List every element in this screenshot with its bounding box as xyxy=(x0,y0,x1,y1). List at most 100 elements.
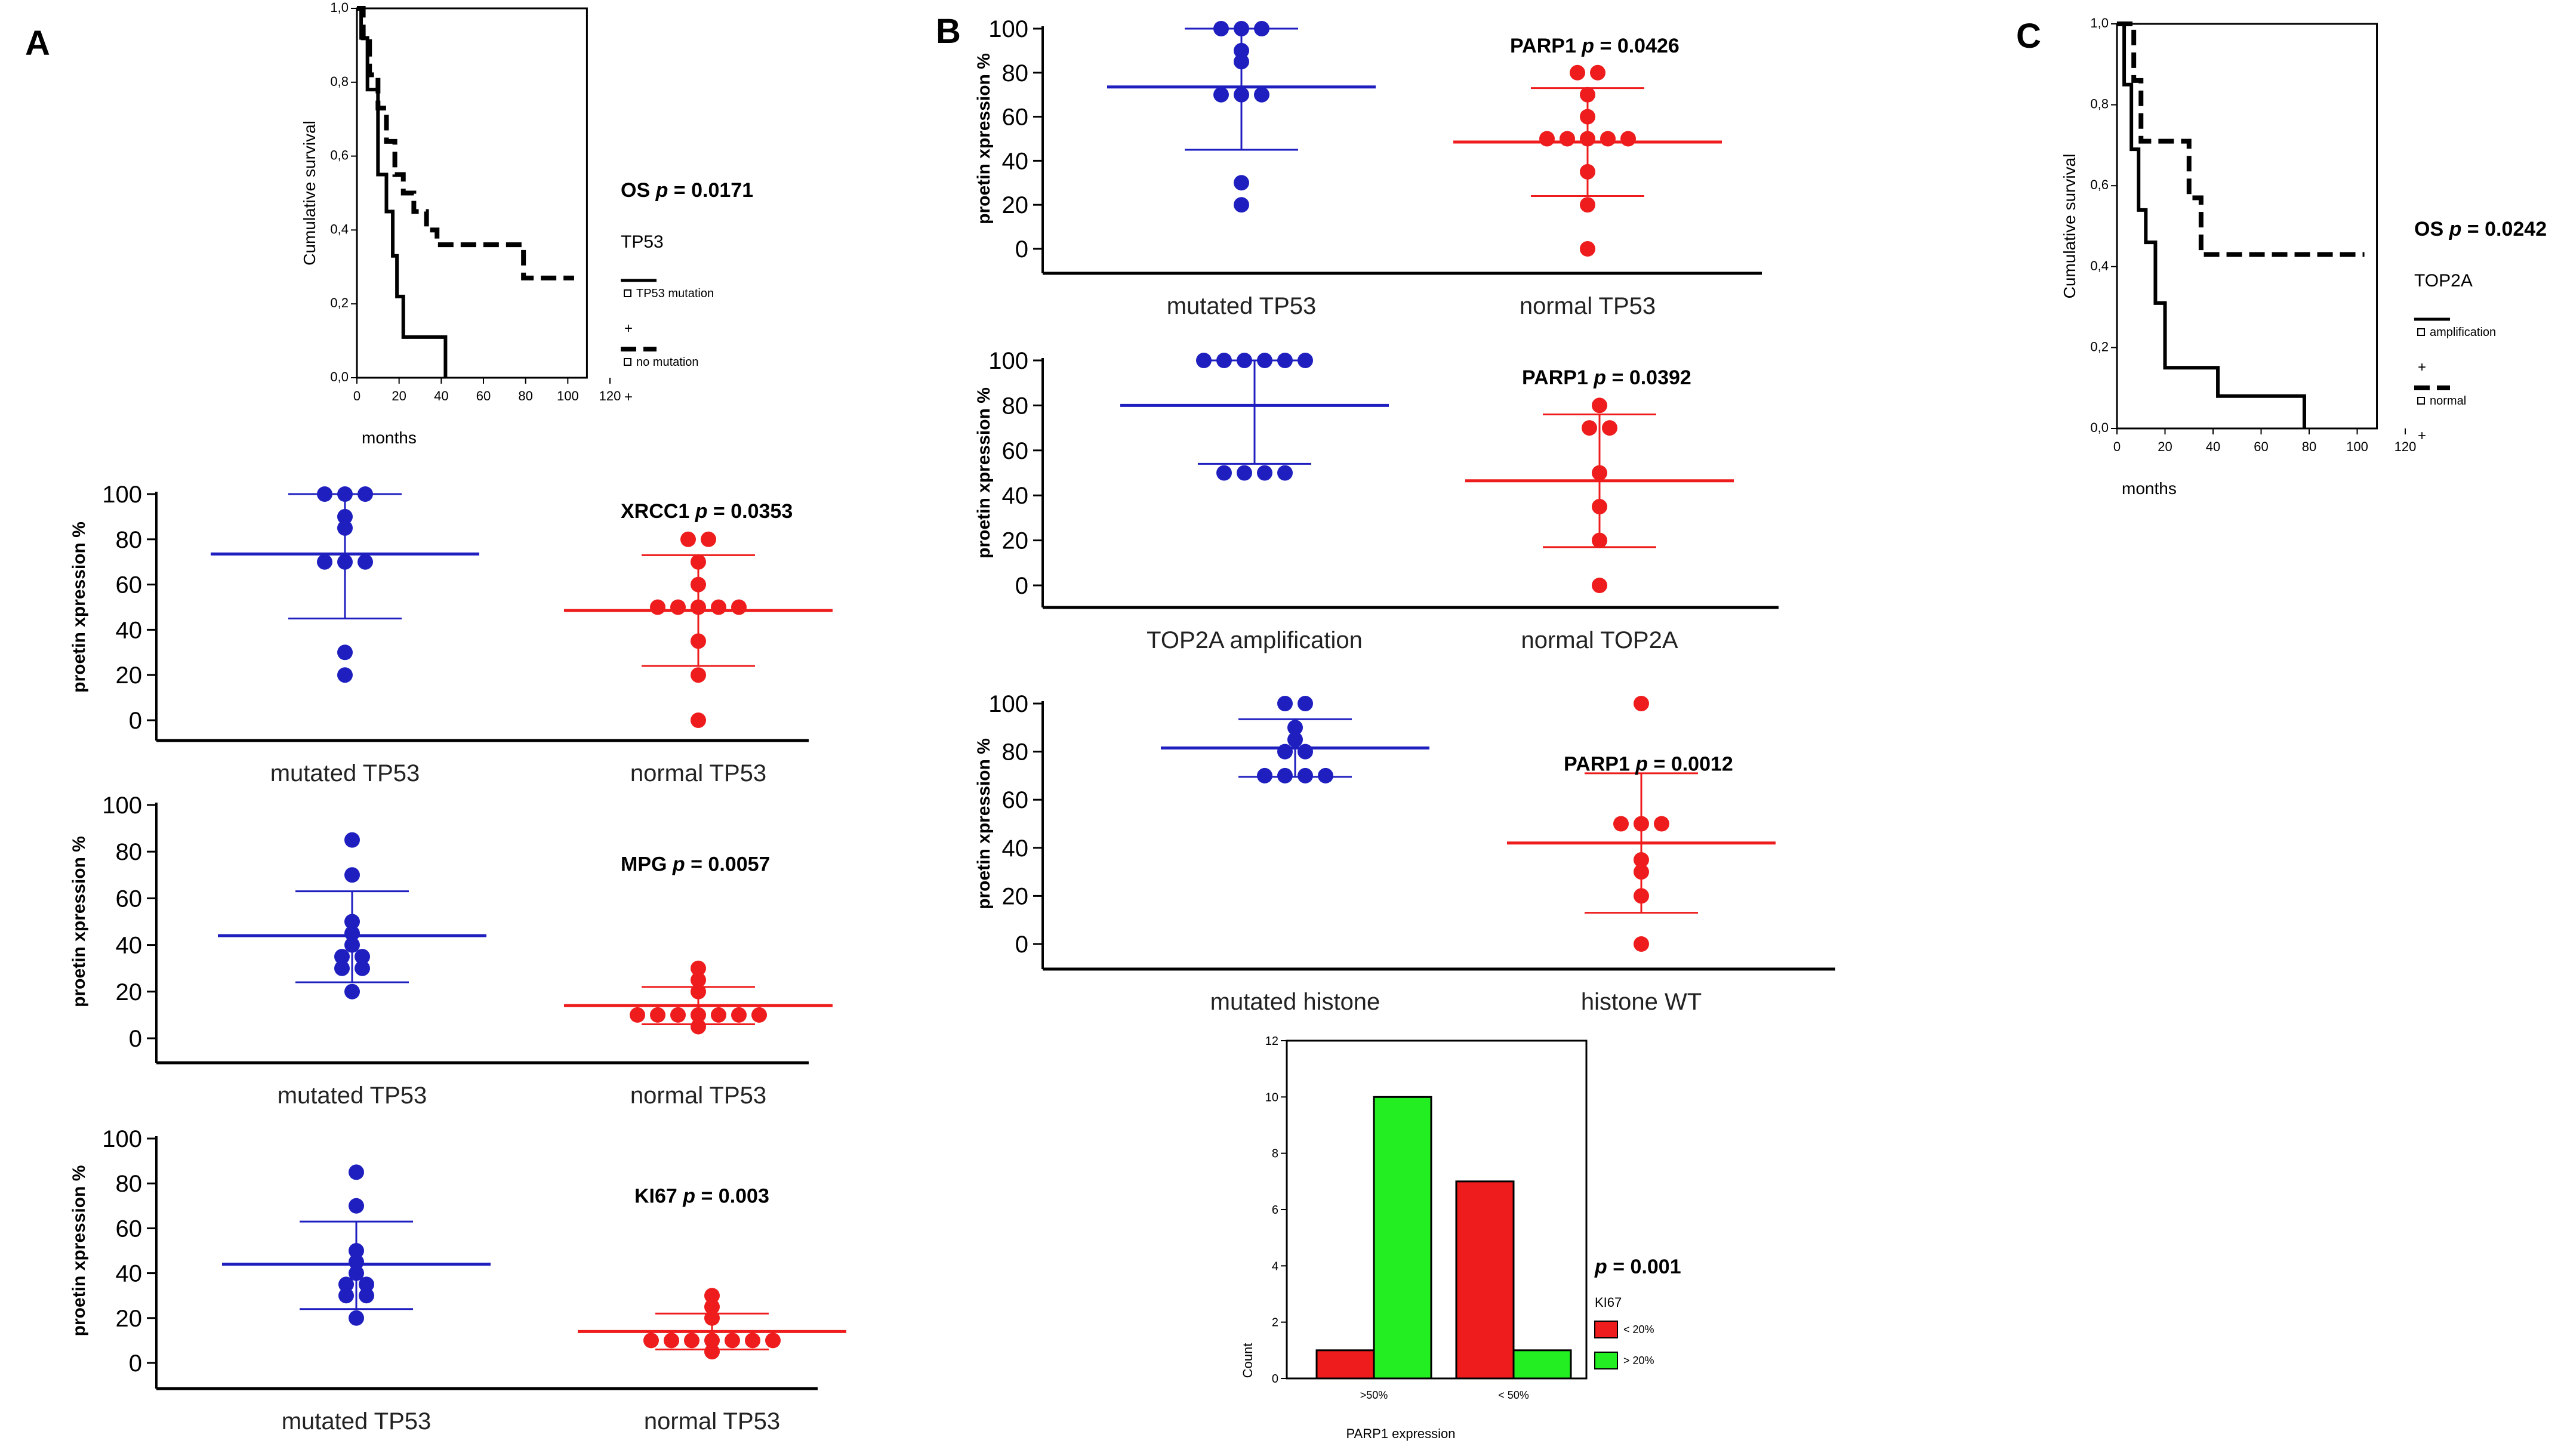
y-tick-label: 40 xyxy=(116,617,143,643)
y-tick-label: 40 xyxy=(1002,148,1029,174)
data-point xyxy=(1277,744,1293,760)
data-point xyxy=(691,983,706,1000)
data-point xyxy=(349,1265,364,1281)
legend-censor-mark: + xyxy=(624,320,633,337)
panel-c-label: C xyxy=(2016,17,2041,55)
data-point xyxy=(1620,131,1636,147)
x-category-label: mutated TP53 xyxy=(270,760,420,786)
survival-curve-1 xyxy=(2117,21,2365,257)
data-point xyxy=(765,1332,781,1349)
os-p-value: OS p = 0.0171 xyxy=(621,179,753,202)
data-point xyxy=(349,1164,364,1180)
data-point xyxy=(358,554,373,570)
y-axis-title: proetin xpression % xyxy=(69,1165,89,1337)
data-point xyxy=(691,972,706,988)
y-axis-title: proetin xpression % xyxy=(69,522,89,693)
x-category-label: mutated TP53 xyxy=(282,1408,432,1435)
os-p-value: OS p = 0.0242 xyxy=(2414,218,2547,240)
chart-xrcc1: 0 20 40 60 80 100 proetin xpression % mutated T… xyxy=(69,482,833,786)
marker-name: PARP1 xyxy=(1522,366,1594,389)
legend-label: TP53 mutation xyxy=(636,287,714,300)
y-tick-label: 0,8 xyxy=(2090,97,2109,112)
data-point xyxy=(349,1310,364,1326)
data-point xyxy=(1254,21,1269,36)
data-point xyxy=(1277,353,1293,368)
marker-name: KI67 xyxy=(634,1185,683,1208)
data-point xyxy=(1592,397,1607,414)
data-point xyxy=(338,1276,354,1292)
p-value-annotation: XRCC1 p = 0.0353 xyxy=(621,500,793,523)
legend-swatch xyxy=(1594,1352,1618,1369)
group-0: mutated TP53 xyxy=(211,486,479,786)
data-point xyxy=(1257,353,1272,368)
y-tick-label: 80 xyxy=(1002,739,1029,766)
x-axis-title: months xyxy=(2122,479,2177,498)
data-point xyxy=(1580,109,1595,125)
chart-ki67: 0 20 40 60 80 100 proetin xpression % mutated T… xyxy=(69,1126,846,1435)
data-point xyxy=(1602,420,1617,436)
data-point xyxy=(630,1007,645,1023)
charts-layer: 0 20 40 60 80 100 1200,00,20,40,60,81,0Cumulat… xyxy=(69,0,2547,1441)
data-point xyxy=(670,1007,686,1023)
data-point xyxy=(1234,54,1249,70)
chart-km_top2a: 0 20 40 60 80 100 120 0,0 0,2 0,4 0,6 0,8 1,0 Cumulat… xyxy=(2060,16,2547,498)
data-point xyxy=(1580,241,1595,257)
legend-censor-box xyxy=(624,358,631,366)
group-1: normal TOP2A xyxy=(1465,397,1734,653)
p-value: = 0.0392 xyxy=(1606,366,1691,389)
data-point xyxy=(725,1332,740,1349)
legend-label: < 20% xyxy=(1623,1324,1654,1335)
chart-parp1_top2a: 0 20 40 60 80 100 proetin xpression % TOP2A amp… xyxy=(974,348,1779,653)
data-point xyxy=(684,1332,699,1349)
y-tick-label: 20 xyxy=(116,662,143,689)
data-point xyxy=(704,1310,720,1326)
data-point xyxy=(349,1243,364,1258)
y-tick-label: 80 xyxy=(116,1171,143,1197)
data-point xyxy=(691,576,706,593)
plot-frame xyxy=(1286,1039,1588,1380)
p-value-annotation: KI67 p = 0.003 xyxy=(634,1185,769,1208)
survival-curve-0 xyxy=(2117,22,2306,428)
x-category-label: mutated histone xyxy=(1210,989,1380,1015)
data-point xyxy=(691,554,706,570)
data-point xyxy=(704,1299,720,1315)
data-point xyxy=(1592,532,1607,548)
data-point xyxy=(704,1344,720,1360)
data-point xyxy=(337,486,353,502)
x-category-label: normal TOP2A xyxy=(1521,627,1678,653)
data-point xyxy=(745,1332,760,1349)
marker-name: PARP1 xyxy=(1564,753,1635,776)
y-axis-title: proetin xpression % xyxy=(974,387,994,559)
group-1: normal TP53 xyxy=(564,960,833,1109)
data-point xyxy=(1580,131,1595,147)
y-tick-label: 40 xyxy=(116,933,143,959)
chart-parp1_tp53: 0 20 40 60 80 100 proetin xpression % mutated T… xyxy=(974,16,1762,319)
p-value-annotation: PARP1 p = 0.0392 xyxy=(1522,366,1691,389)
data-point xyxy=(359,1288,374,1304)
data-point xyxy=(650,599,665,615)
y-tick-label: 0 xyxy=(1015,573,1028,599)
legend-label: no mutation xyxy=(636,356,699,369)
data-point xyxy=(337,520,353,536)
data-point xyxy=(1582,420,1597,436)
group-0: mutated TP53 xyxy=(218,832,486,1109)
x-category-label: mutated TP53 xyxy=(278,1082,427,1109)
x-tick-label: 60 xyxy=(2254,439,2268,454)
legend-label: > 20% xyxy=(1623,1355,1654,1366)
y-tick-label: 0 xyxy=(1015,931,1028,958)
y-tick-label: 0 xyxy=(129,708,142,734)
data-point xyxy=(334,960,350,976)
data-point xyxy=(1634,696,1649,711)
x-category-label: mutated TP53 xyxy=(1167,293,1317,319)
group-1: histone WT xyxy=(1507,696,1776,1015)
chart-parp1_ki67_bar: 0 2 4 6 8 10 12 Count PARP1 expression >50% < 50% p… xyxy=(1240,1035,1681,1441)
y-tick-label: 60 xyxy=(116,886,143,912)
legend-censor-mark: + xyxy=(2418,359,2426,375)
data-point xyxy=(337,508,353,525)
y-tick-label: 20 xyxy=(1002,528,1029,554)
data-point xyxy=(1213,21,1229,36)
y-tick-label: 60 xyxy=(1002,104,1029,131)
group-0: mutated TP53 xyxy=(222,1164,491,1435)
data-point xyxy=(1287,720,1303,736)
legend-title: TP53 xyxy=(621,232,664,252)
